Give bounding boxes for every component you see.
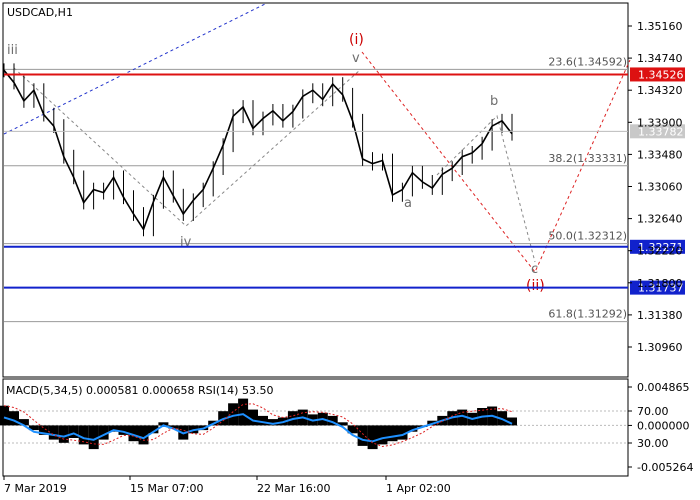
wave-label-c: c	[531, 262, 538, 277]
macd-histogram-bar	[168, 425, 179, 429]
macd-histogram-bar	[68, 425, 79, 438]
time-tick-label: 15 Mar 07:00	[130, 482, 203, 495]
macd-histogram-bar	[98, 425, 109, 440]
trendline-layer	[3, 3, 631, 273]
macd-histogram-bar	[58, 425, 69, 443]
correction-wave-path	[436, 115, 536, 263]
indicator-tick-label: 0.004865	[637, 381, 690, 394]
macd-histogram-bar	[18, 419, 29, 426]
macd-histogram-bar	[238, 398, 249, 426]
fibonacci-layer: 23.6(1.34592) 38.2(1.33331) 50.0(1.32312) 6…	[4, 55, 628, 323]
wave-count-layer: iii iv v (i) a b c(ii)	[7, 32, 545, 294]
macd-histogram-bar	[367, 425, 378, 450]
price-tick-label: 1.33900	[637, 116, 683, 129]
wave-label-i: (i)	[349, 32, 364, 48]
macd-histogram-bar	[407, 425, 418, 432]
macd-histogram-bar	[228, 403, 239, 426]
macd-histogram-bar	[108, 425, 119, 432]
indicator-tick-label: -0.005264	[637, 461, 693, 474]
indicator-layer: 0.004865 70.000.000000 30.00 -0.005264	[0, 381, 693, 474]
macd-histogram-bar	[118, 425, 129, 435]
macd-histogram-bar	[158, 422, 169, 426]
macd-histogram-bar	[387, 425, 398, 442]
indicator-tick-label: 30.00	[637, 437, 669, 450]
macd-histogram-bar	[327, 415, 338, 426]
price-tick-label: 1.34740	[637, 52, 683, 65]
macd-histogram-bar	[9, 411, 19, 426]
support-2-tag	[630, 280, 685, 295]
macd-histogram-bar	[78, 425, 89, 445]
price-line	[3, 69, 513, 232]
price-tick-label: 1.35160	[637, 20, 683, 33]
indicator-label: MACD(5,34,5) 0.000581 0.000658 RSI(14) 5…	[6, 384, 273, 397]
rsi-line	[3, 413, 513, 443]
macd-histogram-bar	[397, 425, 408, 440]
macd-histogram-bar	[377, 425, 388, 445]
fibonacci-label: 38.2(1.33331)	[548, 152, 627, 165]
macd-histogram-bar	[48, 425, 59, 440]
time-axis-layer: 7 Mar 2019 15 Mar 07:00 22 Mar 16:00 1 Apr …	[3, 476, 451, 495]
time-tick-label: 7 Mar 2019	[4, 482, 67, 495]
indicator-tick-label: 0.000000	[637, 419, 690, 432]
macd-histogram-bar	[128, 425, 139, 442]
fibonacci-label: 23.6(1.34592)	[548, 55, 627, 68]
level-lines-layer: 1.34526 1.32271 1.31737 1.33782	[4, 67, 685, 295]
support-1-tag	[630, 239, 685, 254]
macd-histogram-bar	[347, 425, 358, 434]
forecast-path	[361, 51, 631, 273]
macd-histogram-bar	[337, 422, 348, 426]
macd-histogram-bar	[28, 425, 39, 431]
price-tick-label: 1.33060	[637, 181, 683, 194]
macd-histogram-bar	[38, 425, 49, 435]
macd-histogram-bar	[268, 419, 278, 426]
time-tick-label: 22 Mar 16:00	[257, 482, 330, 495]
macd-histogram-bar	[457, 409, 468, 426]
macd-histogram-bar	[88, 425, 99, 450]
wave-label-v: v	[352, 51, 360, 66]
main-panel-frame	[2, 2, 629, 378]
symbol-label: USDCAD,H1	[7, 6, 73, 19]
price-tick-label: 1.33480	[637, 148, 683, 161]
support-2-tag-label: 1.31737	[638, 282, 684, 295]
price-tick-label: 1.30960	[637, 341, 683, 354]
macd-histogram-bar	[138, 425, 149, 445]
indicator-tick-label: 70.00	[637, 405, 669, 418]
price-tick-label: 1.31800	[637, 277, 683, 290]
price-tick-label: 1.34320	[637, 84, 683, 97]
price-tick-label: 1.32640	[637, 213, 683, 226]
resistance-tag	[630, 67, 685, 82]
macd-histogram-bar	[507, 417, 517, 426]
wave-label-ii: (ii)	[526, 278, 545, 294]
macd-histogram-bar	[258, 415, 268, 426]
current-price-tag	[630, 124, 685, 139]
price-tick-label: 1.32220	[637, 245, 683, 258]
macd-histogram-bar	[248, 409, 258, 426]
wave-label-iv: iv	[180, 235, 192, 250]
macd-histogram-bar	[148, 425, 159, 434]
fibonacci-label: 61.8(1.31292)	[548, 308, 627, 321]
macd-histogram-bar	[357, 425, 368, 446]
wave-label-iii: iii	[7, 43, 18, 58]
wave-label-a: a	[404, 196, 412, 211]
time-tick-label: 1 Apr 02:00	[386, 482, 451, 495]
fibonacci-label: 50.0(1.32312)	[548, 230, 627, 243]
support-1-tag-label: 1.32271	[638, 241, 684, 254]
price-axis-layer: 1.35160 1.34740 1.34320 1.33900 1.33480 1.330…	[628, 20, 683, 354]
macd-histogram-bar	[0, 405, 9, 426]
price-tick-label: 1.31380	[637, 309, 683, 322]
wave-label-b: b	[490, 94, 498, 109]
upper-channel-line	[3, 3, 266, 135]
macd-signal-line	[3, 403, 513, 448]
current-price-tag-label: 1.33782	[638, 125, 684, 138]
resistance-tag-label: 1.34526	[638, 68, 684, 81]
